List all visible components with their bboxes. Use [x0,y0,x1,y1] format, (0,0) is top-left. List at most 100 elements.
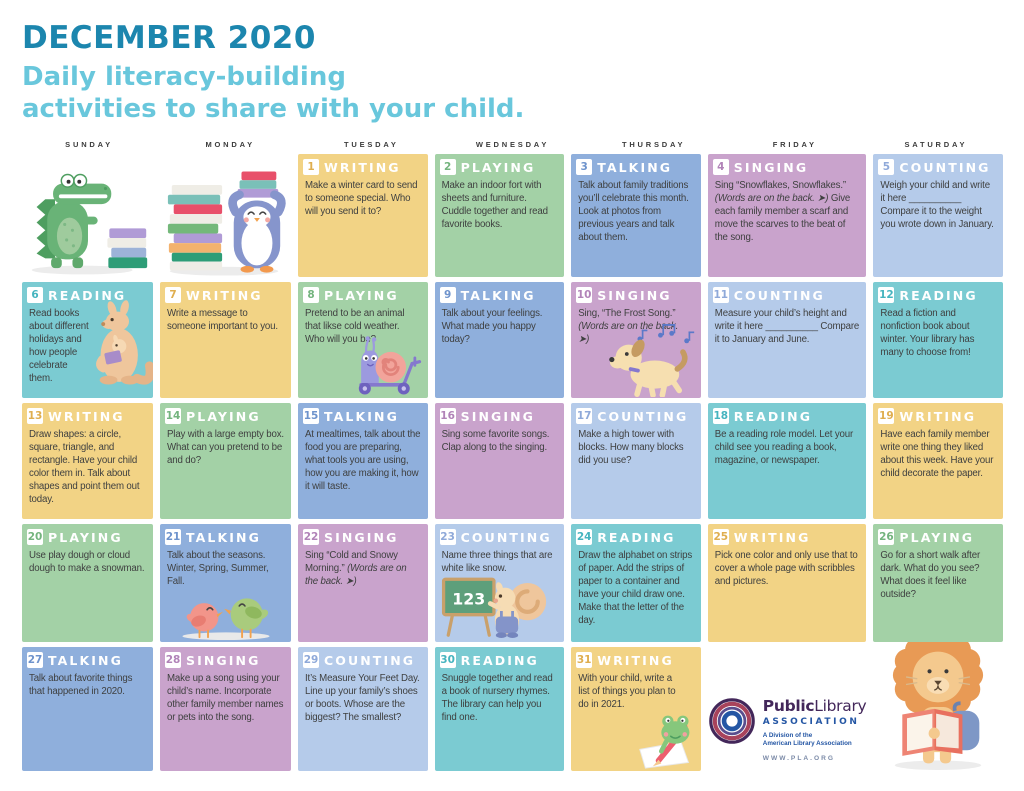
activity-type-label: PLAYING [186,408,261,424]
day-number-badge: 3 [576,159,593,175]
activity-type-label: READING [899,287,978,303]
activity-type-label: PLAYING [324,287,399,303]
weekday-label-saturday: SATURDAY [904,140,968,149]
activity-type-label: WRITING [324,159,401,175]
activity-description: Talk about family traditions you’ll cele… [578,180,689,243]
pla-division-line-2: American Library Association [762,740,852,748]
day-5-cell: 5 COUNTING Weigh your child and write it h… [873,154,1003,277]
day-number-badge: 10 [576,287,593,303]
penguin-books-icon [160,154,291,277]
activity-type-label: READING [48,287,127,303]
activity-type-label: SINGING [733,159,809,175]
kangaroo-reading-icon [89,300,153,389]
activity-type-label: WRITING [597,652,674,668]
activity-description: Write a message to someone important to … [167,308,278,332]
day-6-cell: 6 READING Read books about different holid… [22,282,153,398]
activity-type-label: TALKING [324,408,399,424]
pla-division-line-1: A Division of the [762,731,813,739]
activity-description: Use play dough or cloud dough to make a … [29,550,145,574]
activity-type-label: TALKING [460,287,536,303]
activity-description: Measure your child’s height and write it… [714,308,860,345]
activity-description: Play with a large empty box. What can yo… [167,429,284,466]
day-12-cell: 12 READING Read a fiction and nonfiction b… [873,282,1003,398]
calendar-grid: PublicLibrary ASSOCIATION A Division of … [22,154,1003,771]
calendar: SUNDAY MONDAY TUESDAY WEDNESDAY THURSDAY FRID… [22,140,1003,771]
day-27-cell: 27 TALKING Talk about favorite things that… [22,647,153,771]
weekday-label-friday: FRIDAY [772,140,817,149]
activity-description: Go for a short walk after dark. What do … [880,550,981,600]
day-16-cell: 16 SINGING Sing some favorite songs. Clap … [434,403,565,519]
activity-description: Talk about the seasons. Winter, Spring, … [167,550,269,587]
day-number-badge: 15 [303,408,319,424]
day-number-badge: 19 [878,408,895,424]
activity-type-label: WRITING [48,408,125,424]
day-number-badge: 31 [576,652,593,668]
pla-association-label: ASSOCIATION [762,716,860,727]
squirrel-chalkboard-icon: 123 [438,566,548,641]
day-31-cell: 31 WRITING With your child, write a list o… [571,647,701,771]
page-subtitle: Daily literacy-building activities to sh… [22,62,524,125]
pla-logo-text: PublicLibrary ASSOCIATION A Division of … [763,697,867,762]
activity-type-label: WRITING [733,529,811,545]
day-2-cell: 2 PLAYING Make an indoor fort with sheets … [434,154,565,277]
birds-talking-icon [173,586,279,641]
activity-description: At mealtimes, talk about the food you ar… [305,429,421,492]
day-number-badge: 26 [878,529,895,545]
day-number-badge: 27 [27,652,43,668]
day-number-badge: 25 [712,529,729,545]
activity-type-label: COUNTING [733,287,825,303]
activity-type-label: PLAYING [899,529,975,545]
chalkboard-numbers: 123 [452,589,485,608]
weekday-label-wednesday: WEDNESDAY [475,140,550,149]
day-number-badge: 28 [165,652,181,668]
day-10-cell: 10 SINGING Sing, “The Frost Song.” (Words … [571,282,701,398]
day-number-badge: 17 [576,408,593,424]
lion-reading-icon [873,630,1003,771]
activity-type-label: COUNTING [324,652,416,668]
day-14-cell: 14 PLAYING Play with a large empty box. Wh… [160,403,291,519]
day-number-badge: 30 [439,652,456,668]
activity-description: Sing, “The Frost Song.” (Words are on th… [578,308,679,345]
day-13-cell: 13 WRITING Draw shapes: a circle, square, … [22,403,153,519]
weekday-label-tuesday: TUESDAY [343,140,399,149]
pla-logo-icon [708,697,756,750]
activity-type-label: READING [733,408,813,424]
activity-description: Sing some favorite songs. Clap along to … [441,429,550,453]
day-number-badge: 23 [439,529,456,545]
activity-type-label: TALKING [186,529,261,545]
activity-description: Make a winter card to send to someone sp… [305,180,418,217]
subtitle-line-1: Daily literacy-building [22,62,346,92]
day-number-badge: 14 [165,408,181,424]
day-9-cell: 9 TALKING Talk about your feelings. What m… [434,282,565,398]
activity-type-label: READING [460,652,539,668]
weekday-label-thursday: THURSDAY [621,140,686,149]
activity-description: Snuggle together and read a book of nurs… [441,673,553,723]
day-20-cell: 20 PLAYING Use play dough or cloud dough t… [22,524,153,642]
crocodile-books-icon [22,154,153,277]
activity-description: Sing “Snowflakes, Snowflakes.” (Words ar… [714,180,851,243]
activity-type-label: COUNTING [460,529,552,545]
activity-description: It’s Measure Your Feet Day. Line up your… [305,673,420,723]
day-30-cell: 30 READING Snuggle together and read a boo… [434,647,565,771]
day-number-badge: 8 [303,287,319,303]
day-number-badge: 1 [303,159,319,175]
day-number-badge: 18 [712,408,729,424]
day-19-cell: 19 WRITING Have each family member write o… [873,403,1003,519]
day-number-badge: 13 [27,408,43,424]
activity-type-label: WRITING [186,287,263,303]
activity-description: Pick one color and only use that to cove… [714,550,858,587]
activity-description: Be a reading role model. Let your child … [714,429,854,466]
activity-description: Have each family member write one thing … [880,429,994,479]
day-29-cell: 29 COUNTING It’s Measure Your Feet Day. Li… [298,647,428,771]
page-title: DECEMBER 2020 [22,20,316,56]
weekday-label-monday: MONDAY [205,140,255,149]
activity-description: Read books about different holidays and … [29,308,89,384]
activity-type-label: PLAYING [460,159,536,175]
activity-description: Talk about favorite things that happened… [29,673,133,697]
day-number-badge: 22 [303,529,319,545]
day-number-badge: 24 [576,529,593,545]
day-26-cell: 26 PLAYING Go for a short walk after dark.… [873,524,1003,642]
pla-name: PublicLibrary [762,697,867,715]
day-number-badge: 2 [439,159,456,175]
